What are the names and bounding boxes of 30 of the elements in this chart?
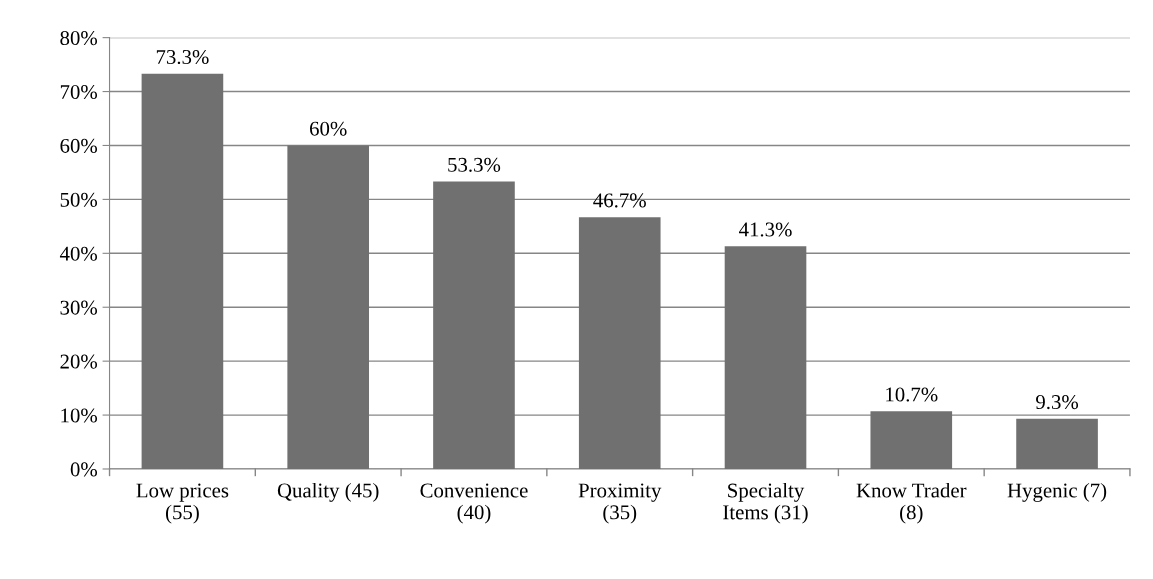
y-tick-label: 0% — [70, 462, 98, 477]
x-tick-label: Convenience (40) — [420, 483, 528, 524]
y-tick-label: 10% — [61, 408, 98, 423]
x-tick-label: Proximity (35) — [578, 483, 662, 524]
data-label: 46.7% — [593, 193, 646, 208]
data-label: 73.3% — [156, 49, 209, 65]
bar — [433, 181, 515, 469]
bar — [870, 411, 953, 469]
data-label: 41.3% — [739, 222, 792, 237]
x-tick-label: Low prices (55) — [136, 483, 229, 524]
data-label: 9.3% — [1036, 395, 1079, 410]
data-label: 60% — [309, 121, 347, 136]
y-tick-label: 40% — [59, 246, 98, 261]
y-tick-label: 70% — [60, 84, 98, 100]
y-tick-label: 30% — [60, 300, 98, 315]
y-tick-label: 20% — [60, 354, 98, 369]
data-label: 10.7% — [886, 387, 938, 402]
x-tick-label: Quality (45) — [277, 482, 379, 502]
bar — [1016, 418, 1098, 469]
y-tick-label: 50% — [60, 192, 98, 207]
bar — [724, 246, 807, 469]
bar — [141, 73, 224, 469]
y-tick-label: 60% — [60, 138, 98, 153]
data-label: 53.3% — [448, 157, 501, 172]
y-tick-label: 80% — [60, 31, 98, 46]
x-tick-label: Know Trader (8) — [856, 482, 967, 524]
x-tick-label: Hygenic (7) — [1007, 482, 1107, 502]
bar — [578, 217, 661, 469]
x-tick-label: Specialty Items (31) — [723, 482, 808, 524]
bar — [287, 145, 370, 469]
